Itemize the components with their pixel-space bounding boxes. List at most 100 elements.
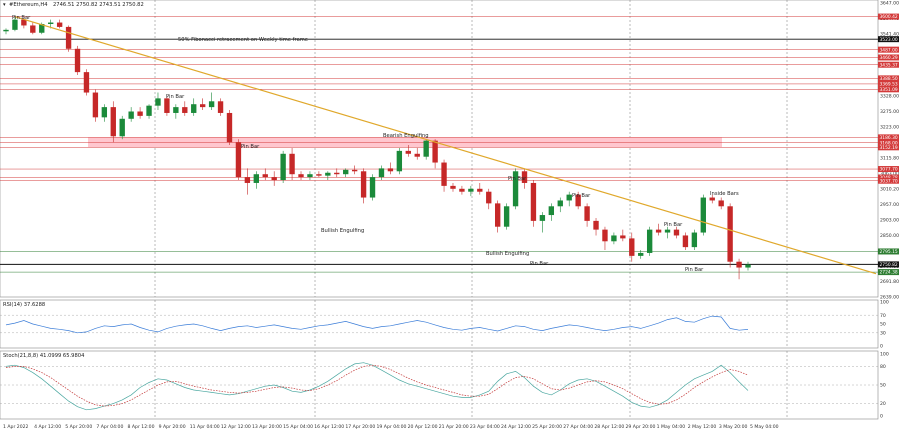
stoch-signal-line: [5, 364, 749, 407]
time-tick: 19 Apr 04:00: [377, 424, 407, 430]
time-tick: 21 Apr 20:00: [439, 424, 469, 430]
candles: [3, 16, 751, 280]
price-label-box: [878, 144, 899, 151]
rsi-pane: [0, 299, 879, 349]
candle-body: [128, 111, 134, 119]
stoch-tick: 50: [880, 383, 886, 389]
candle-body: [548, 206, 555, 216]
candle-body: [620, 235, 626, 239]
bullish-engulfing-label-1: Bullish Engulfing: [321, 228, 364, 234]
candle-body: [682, 235, 689, 248]
price-label-box: [878, 134, 899, 141]
price-label-box: [878, 54, 899, 61]
candle-body: [289, 153, 295, 175]
price-tick: 2957.00: [880, 202, 899, 208]
price-label-box: [878, 46, 899, 53]
time-tick: 1 May 04:00: [657, 424, 686, 430]
candle-body: [325, 172, 331, 176]
price-tick: 3010.20: [880, 186, 899, 192]
symbol-dropdown-icon[interactable]: ▾: [3, 2, 6, 8]
price-label-box: [878, 80, 899, 87]
candle-body: [208, 101, 215, 108]
candle-body: [92, 92, 99, 118]
candle-body: [396, 150, 403, 172]
price-label-text: 3435.37: [880, 62, 898, 68]
price-label-text: 3152.19: [880, 145, 898, 151]
candle-body: [30, 25, 36, 33]
rsi-tick: 100: [880, 300, 889, 306]
price-tick: 2903.00: [880, 218, 899, 224]
price-tick: 2639.00: [880, 295, 899, 301]
time-tick: 13 Apr 20:00: [252, 424, 282, 430]
time-tick: 4 Apr 12:00: [34, 424, 61, 430]
candle-body: [334, 172, 340, 175]
candle-body: [557, 200, 563, 207]
candle-body: [405, 150, 411, 154]
candle-body: [298, 174, 304, 178]
candle-body: [48, 22, 54, 24]
pin-bar-label-6: Pin Bar: [530, 261, 549, 267]
price-label-box: [878, 36, 899, 43]
candle-body: [316, 174, 322, 176]
rsi-tick: 0: [880, 344, 883, 350]
rsi-tick: 30: [880, 330, 886, 336]
candle-body: [39, 24, 45, 33]
price-tick: 3223.00: [880, 124, 899, 130]
stoch-tick: 100: [880, 352, 889, 358]
candle-body: [65, 26, 72, 49]
stoch-axis: 100 80 50 20 0: [0, 352, 889, 420]
main-pane: [0, 0, 879, 298]
time-tick: 2 May 12:00: [688, 424, 717, 430]
rsi-line: [5, 315, 749, 334]
candle-body: [530, 182, 537, 221]
ohlc-readout: 2746.51 2750.82 2743.51 2750.82: [53, 2, 144, 8]
trendline[interactable]: [14, 16, 877, 275]
time-tick: 25 Apr 20:00: [532, 424, 562, 430]
candle-body: [584, 206, 590, 221]
inside-bars-label: Inside Bars: [710, 191, 739, 197]
price-label-box: [878, 86, 899, 93]
pin-bar-label-1: Pin Bar: [12, 15, 31, 21]
time-tick: 5 Apr 20:00: [65, 424, 92, 430]
candle-body: [217, 101, 224, 113]
time-tick: 27 Apr 04:00: [563, 424, 593, 430]
stoch-tick: 80: [880, 364, 886, 370]
candle-body: [351, 169, 358, 172]
candle-body: [226, 112, 233, 143]
price-label-box: [878, 269, 899, 276]
price-label-box: [878, 75, 899, 82]
price-tick: 2691.80: [880, 279, 899, 285]
time-tick: 17 Apr 20:00: [345, 424, 375, 430]
candle-body: [673, 229, 680, 236]
time-tick: 24 Apr 12:00: [501, 424, 531, 430]
stoch-tick: 0: [880, 414, 883, 420]
candle-body: [83, 72, 90, 93]
candle-body: [173, 107, 179, 113]
candle-body: [387, 168, 394, 172]
candle-body: [575, 194, 581, 207]
pin-bar-label-8: Pin Bar: [685, 267, 704, 273]
time-tick: 9 Apr 20:00: [159, 424, 186, 430]
price-label-text: 3600.42: [880, 14, 898, 20]
price-tick: 3275.00: [880, 109, 899, 115]
time-tick: 12 Apr 12:00: [221, 424, 251, 430]
price-label-text: 3351.09: [880, 87, 898, 93]
stoch-main-line: [5, 362, 749, 411]
horizontal-levels: [0, 16, 878, 273]
candle-body: [495, 203, 501, 227]
pin-bar-label-3: Pin Bar: [241, 144, 260, 150]
candle-body: [378, 168, 385, 178]
candle-body: [745, 264, 751, 268]
candle-body: [146, 105, 152, 116]
time-tick: 29 Apr 20:00: [626, 424, 656, 430]
candle-body: [244, 177, 251, 183]
stoch-pane: [0, 350, 879, 420]
bullish-engulfing-label-2: Bullish Engulfing: [486, 251, 529, 257]
time-tick: 1 Apr 2022: [3, 424, 29, 430]
candle-body: [369, 177, 376, 198]
candle-body: [101, 107, 108, 118]
candle-body: [593, 220, 599, 230]
pin-bar-label-5: Pin Bar: [572, 193, 591, 199]
price-label-text: 3077.70: [880, 167, 898, 173]
